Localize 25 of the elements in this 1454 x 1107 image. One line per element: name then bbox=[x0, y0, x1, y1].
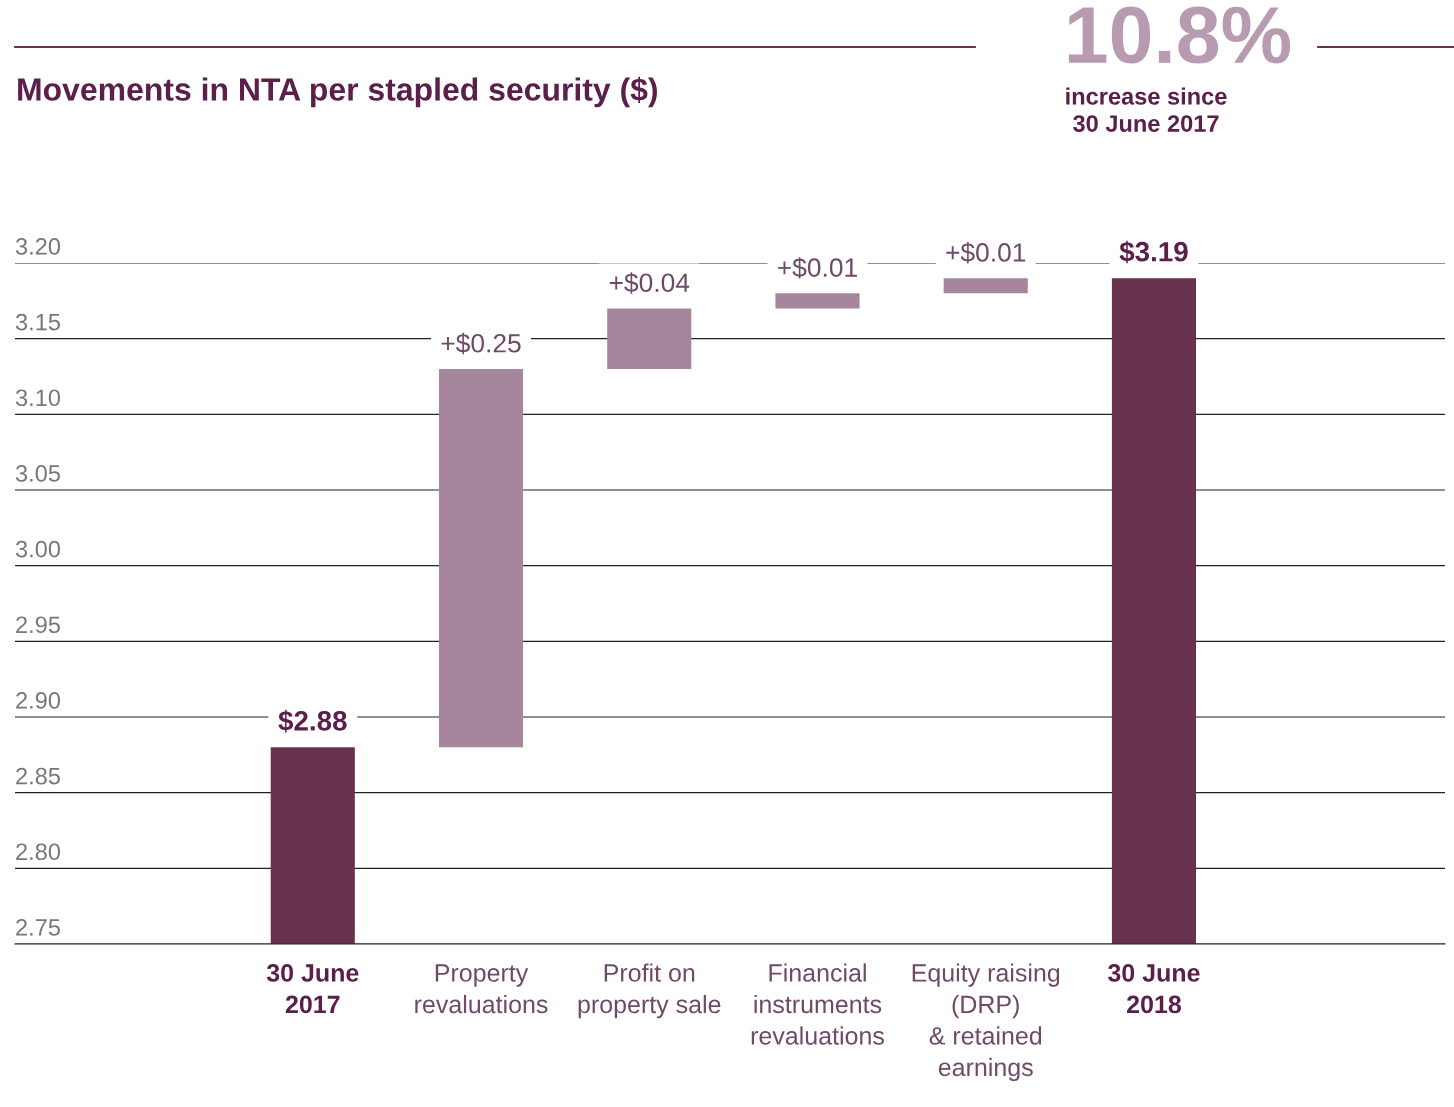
y-tick-label: 3.00 bbox=[15, 540, 61, 558]
y-tick-label: 2.75 bbox=[16, 919, 60, 936]
y-tick-label: 2.80 bbox=[16, 843, 61, 861]
x-tick-label: Profit on property sale bbox=[578, 963, 721, 1019]
y-tick-label: 2.90 bbox=[16, 692, 61, 709]
x-tick-label: Property revaluations bbox=[415, 964, 548, 1014]
y-tick-label: 3.15 bbox=[15, 313, 60, 331]
y-tick-label: 2.95 bbox=[16, 616, 60, 634]
data-label: $2.88 bbox=[278, 709, 347, 733]
data-label: +$0.04 bbox=[609, 272, 690, 294]
chart-title: Movements in NTA per stapled security ($) bbox=[18, 76, 657, 108]
x-tick-label: 30 June 2018 bbox=[1107, 964, 1200, 1014]
text: 10.8% bbox=[1068, 6, 1291, 64]
y-tick-label: 3.10 bbox=[15, 389, 61, 407]
data-label: +$0.25 bbox=[441, 332, 521, 355]
y-tick-label: 3.20 bbox=[15, 238, 61, 255]
x-tick-label: Equity raising (DRP) & retained earnings bbox=[912, 963, 1060, 1082]
y-tick-label: 3.05 bbox=[15, 465, 60, 482]
text: increase since 30 June 2017 bbox=[1066, 87, 1227, 132]
data-label: +$0.01 bbox=[778, 257, 857, 279]
y-tick-label: 2.85 bbox=[16, 767, 60, 785]
data-label: $3.19 bbox=[1119, 240, 1188, 264]
x-tick-label: 30 June 2017 bbox=[266, 964, 359, 1014]
x-tick-label: Financial instruments revaluations bbox=[751, 963, 884, 1045]
data-label: +$0.01 bbox=[946, 242, 1026, 264]
